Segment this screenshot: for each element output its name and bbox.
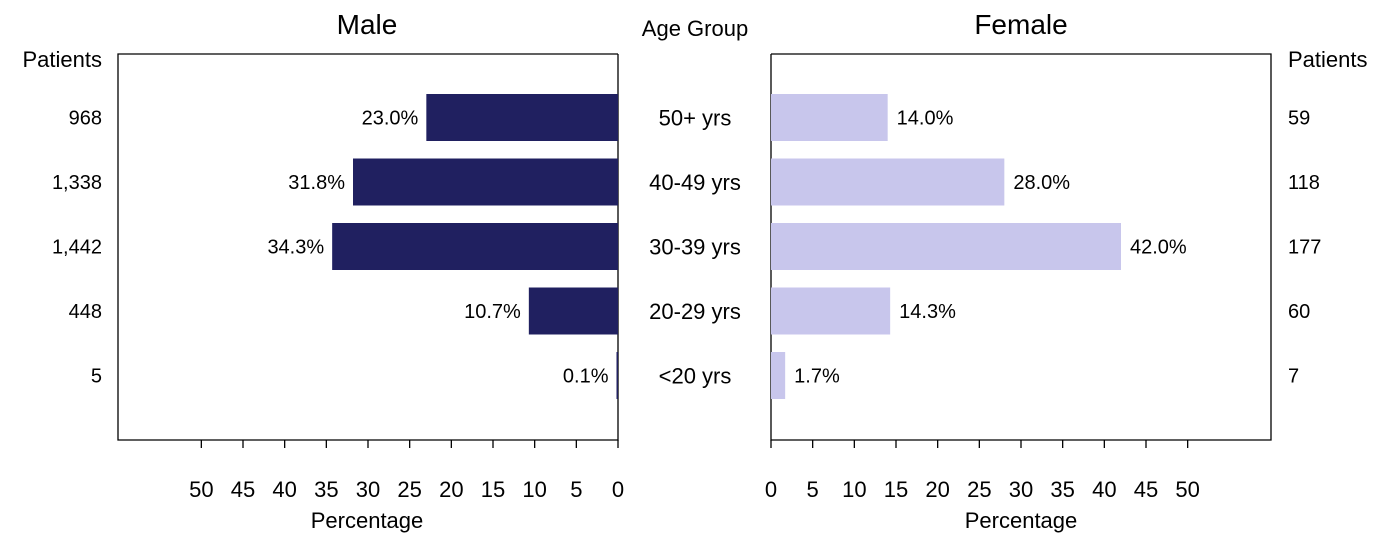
female-x-tick-label: 30: [1009, 477, 1033, 502]
female-patient-count: 118: [1288, 172, 1320, 194]
male-x-tick-label: 30: [356, 477, 380, 502]
female-panel: Female Patients 0 5 10 15 20 25 30 35 40 45 50 Per…: [765, 9, 1368, 533]
male-x-tick-label: 5: [570, 477, 582, 502]
female-data-labels: 14.0% 28.0% 42.0% 14.3% 1.7%: [794, 108, 1187, 388]
female-x-axis-label: Percentage: [965, 508, 1078, 533]
female-patient-count: 177: [1288, 237, 1321, 259]
age-group-labels: 50+ yrs 40-49 yrs 30-39 yrs 20-29 yrs <20 yr…: [649, 106, 741, 389]
male-panel: Male Patients 0 5 10 15 20 25 30 35 40 45 50 Perce…: [23, 9, 625, 533]
male-x-tick-label: 40: [272, 477, 296, 502]
age-group-label: 40-49 yrs: [649, 170, 741, 195]
male-value-label: 34.3%: [267, 237, 324, 259]
male-value-label: 0.1%: [563, 366, 609, 388]
female-bar: [771, 94, 888, 141]
female-patient-counts: 59 118 177 60 7: [1288, 108, 1321, 388]
male-patient-count: 5: [91, 366, 102, 388]
male-x-axis-label: Percentage: [311, 508, 424, 533]
female-x-tick-label: 15: [884, 477, 908, 502]
male-x-tick-label: 35: [314, 477, 338, 502]
male-x-tick-label: 25: [397, 477, 421, 502]
male-bar: [616, 352, 618, 399]
male-x-tick-label: 20: [439, 477, 463, 502]
male-x-tick-label: 10: [522, 477, 546, 502]
female-x-tick-label: 45: [1134, 477, 1158, 502]
age-group-label: <20 yrs: [659, 364, 732, 389]
male-bar: [353, 158, 618, 206]
male-bar: [528, 287, 618, 335]
female-bars: [771, 94, 1121, 399]
female-bar: [771, 287, 891, 335]
female-value-label: 42.0%: [1130, 237, 1187, 259]
male-patient-count: 1,338: [52, 172, 102, 194]
age-group-label: 50+ yrs: [659, 106, 732, 131]
female-x-tick-label: 35: [1050, 477, 1074, 502]
male-x-tick-label: 45: [231, 477, 255, 502]
male-x-tick-label: 0: [612, 477, 624, 502]
female-patients-header: Patients: [1288, 47, 1368, 72]
male-value-label: 31.8%: [288, 172, 345, 194]
female-bar: [771, 352, 786, 399]
female-x-tick-label: 40: [1092, 477, 1116, 502]
male-x-tick-label: 15: [481, 477, 505, 502]
age-group-label: 20-29 yrs: [649, 299, 741, 324]
male-patient-count: 1,442: [52, 237, 102, 259]
male-value-label: 23.0%: [362, 108, 419, 130]
female-bar: [771, 223, 1121, 270]
male-data-labels: 23.0% 31.8% 34.3% 10.7% 0.1%: [267, 108, 608, 388]
male-x-tick-label: 50: [189, 477, 213, 502]
male-patient-counts: 968 1,338 1,442 448 5: [52, 108, 102, 388]
center-category-column: Age Group 50+ yrs 40-49 yrs 30-39 yrs 20-29…: [642, 16, 748, 389]
female-patient-count: 60: [1288, 301, 1310, 323]
male-patient-count: 448: [69, 301, 102, 323]
female-x-tick-label: 0: [765, 477, 777, 502]
male-bar: [332, 223, 618, 270]
male-bar: [426, 94, 618, 141]
female-x-tick-label: 50: [1175, 477, 1199, 502]
female-x-tick-label: 5: [807, 477, 819, 502]
male-x-axis: 0 5 10 15 20 25 30 35 40 45 50: [189, 440, 624, 502]
female-panel-title: Female: [974, 9, 1067, 40]
male-patients-header: Patients: [23, 47, 103, 72]
female-x-tick-label: 25: [967, 477, 991, 502]
female-x-tick-label: 10: [842, 477, 866, 502]
age-group-header: Age Group: [642, 16, 748, 41]
female-value-label: 14.0%: [897, 108, 954, 130]
male-patient-count: 968: [69, 108, 102, 130]
age-group-label: 30-39 yrs: [649, 235, 741, 260]
female-value-label: 14.3%: [899, 301, 956, 323]
female-patient-count: 7: [1288, 366, 1299, 388]
male-bars: [332, 94, 618, 399]
male-panel-title: Male: [337, 9, 398, 40]
male-value-label: 10.7%: [464, 301, 521, 323]
female-x-axis: 0 5 10 15 20 25 30 35 40 45 50: [765, 440, 1200, 502]
female-patient-count: 59: [1288, 108, 1310, 130]
female-x-tick-label: 20: [925, 477, 949, 502]
female-value-label: 1.7%: [794, 366, 840, 388]
female-bar: [771, 158, 1005, 206]
female-value-label: 28.0%: [1013, 172, 1070, 194]
